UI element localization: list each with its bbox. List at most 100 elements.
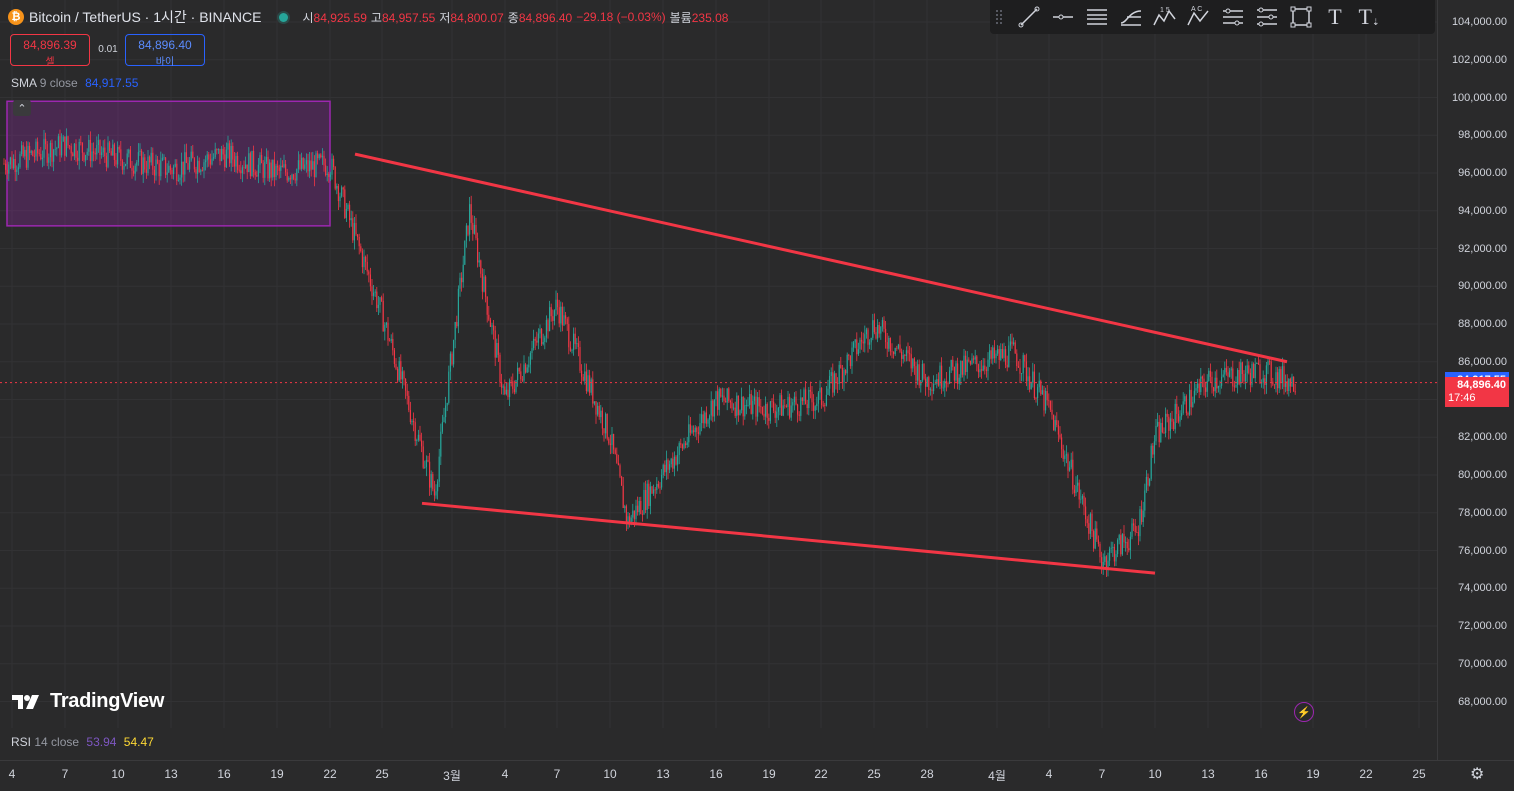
candle-body bbox=[582, 376, 584, 381]
candle-body bbox=[445, 405, 447, 418]
candle-body bbox=[856, 339, 858, 355]
candle-body bbox=[160, 160, 162, 177]
candle-body bbox=[400, 361, 402, 380]
candle-body bbox=[141, 150, 143, 174]
candle-body bbox=[505, 389, 507, 395]
candle-body bbox=[1017, 366, 1019, 368]
candle-body bbox=[1075, 485, 1077, 494]
candle-body bbox=[1134, 525, 1136, 533]
sma-legend[interactable]: SMA 9 close 84,917.55 bbox=[11, 76, 138, 90]
lightning-icon[interactable]: ⚡ bbox=[1294, 702, 1314, 722]
lower-trendline[interactable] bbox=[421, 501, 1156, 575]
candle-body bbox=[955, 363, 957, 381]
candle-body bbox=[349, 204, 351, 221]
candle-body bbox=[102, 147, 104, 153]
candle-body bbox=[971, 358, 973, 364]
candle-body bbox=[93, 151, 95, 153]
fib-retracement-icon[interactable] bbox=[1114, 2, 1148, 32]
candle-body bbox=[1069, 467, 1071, 471]
rsi-legend[interactable]: RSI 14 close 53.94 54.47 bbox=[11, 735, 154, 749]
buy-button[interactable]: 84,896.40 바이 bbox=[125, 34, 205, 68]
candle-body bbox=[195, 169, 197, 174]
candle-body bbox=[774, 410, 776, 418]
candle-body bbox=[262, 163, 264, 178]
candle-body bbox=[1109, 548, 1111, 561]
market-status-icon[interactable] bbox=[279, 12, 289, 22]
date-range-icon[interactable] bbox=[1250, 2, 1284, 32]
candle-body bbox=[296, 169, 298, 181]
candle-body bbox=[648, 483, 650, 506]
rectangle-icon[interactable] bbox=[1284, 2, 1318, 32]
candle-body bbox=[1273, 384, 1275, 386]
time-tick-label: 10 bbox=[111, 767, 125, 781]
candle-body bbox=[416, 440, 418, 441]
candle-body bbox=[1272, 381, 1274, 385]
candle-body bbox=[624, 506, 626, 509]
drag-handle-icon[interactable] bbox=[994, 7, 1004, 27]
candle-body bbox=[581, 370, 583, 377]
candle-body bbox=[1013, 342, 1015, 345]
time-axis[interactable]: 4 7 10 13 16 19 22 25 3월 4 7 10 13 16 19 22 25 28 4월 4 7 10 13… bbox=[0, 760, 1514, 791]
candle-body bbox=[673, 456, 675, 469]
symbol-title[interactable]: Bitcoin / TetherUS · 1시간 · BINANCE bbox=[29, 9, 262, 25]
price-chart[interactable] bbox=[0, 0, 1437, 728]
candle-body bbox=[376, 291, 378, 309]
candle-body bbox=[701, 414, 703, 424]
candle-body bbox=[150, 152, 152, 163]
chart-area[interactable] bbox=[0, 0, 1437, 728]
candle-body bbox=[120, 149, 122, 161]
candle-body bbox=[683, 443, 685, 449]
candle-body bbox=[1064, 455, 1066, 459]
candle-body bbox=[843, 370, 845, 383]
anchored-text-icon[interactable]: T ⇣ bbox=[1358, 4, 1380, 29]
candle-body bbox=[995, 353, 997, 359]
candle-body bbox=[241, 167, 243, 174]
parallel-channel-icon[interactable] bbox=[1080, 2, 1114, 32]
price-axis[interactable]: 104,000.00 102,000.00 100,000.00 98,000.00 9… bbox=[1437, 0, 1514, 760]
candle-body bbox=[328, 173, 330, 177]
candle-body bbox=[822, 404, 824, 406]
candle-body bbox=[326, 173, 328, 176]
candle-body bbox=[494, 330, 496, 358]
candle-body bbox=[752, 400, 754, 414]
candle-body bbox=[105, 156, 107, 167]
long-position-icon[interactable] bbox=[1216, 2, 1250, 32]
text-icon[interactable]: T bbox=[1318, 2, 1352, 32]
candle-body bbox=[941, 365, 943, 388]
candle-body bbox=[635, 505, 637, 520]
candle-body bbox=[1037, 387, 1039, 399]
candle-body bbox=[982, 365, 984, 371]
candle-body bbox=[1056, 420, 1058, 426]
candle-body bbox=[149, 156, 151, 163]
rsi-ma-value: 54.47 bbox=[123, 735, 154, 749]
candle-body bbox=[1054, 420, 1056, 431]
xabcd-pattern-icon[interactable]: 1 5 bbox=[1148, 2, 1182, 32]
candle-body bbox=[595, 401, 597, 415]
candle-body bbox=[157, 159, 159, 164]
trend-line-icon[interactable] bbox=[1012, 2, 1046, 32]
candle-body bbox=[761, 406, 763, 414]
candle-body bbox=[33, 155, 35, 157]
sell-button[interactable]: 84,896.39 셀 bbox=[10, 34, 90, 68]
abcd-pattern-icon[interactable]: A C bbox=[1182, 2, 1216, 32]
upper-trendline[interactable] bbox=[354, 152, 1288, 364]
candle-body bbox=[403, 371, 405, 379]
candle-body bbox=[976, 356, 978, 365]
settings-gear-icon[interactable]: ⚙ bbox=[1470, 766, 1485, 783]
candle-body bbox=[1291, 376, 1293, 387]
bitcoin-icon[interactable]: ₿ bbox=[8, 9, 24, 25]
collapse-legend-button[interactable]: ⌃ bbox=[13, 100, 31, 116]
candle-body bbox=[944, 381, 946, 388]
candle-body bbox=[1011, 341, 1013, 345]
candle-body bbox=[40, 153, 42, 160]
sell-label: 셀 bbox=[45, 57, 55, 68]
trendlines[interactable] bbox=[354, 152, 1288, 575]
candle-body bbox=[782, 405, 784, 416]
horizontal-ray-icon[interactable] bbox=[1046, 2, 1080, 32]
candle-body bbox=[928, 377, 930, 390]
sma-params: 9 close bbox=[39, 76, 78, 90]
candle-body bbox=[1230, 368, 1232, 371]
candle-body bbox=[312, 161, 314, 170]
tradingview-logo[interactable]: TradingView bbox=[12, 690, 164, 713]
time-tick-label: 25 bbox=[375, 767, 389, 781]
